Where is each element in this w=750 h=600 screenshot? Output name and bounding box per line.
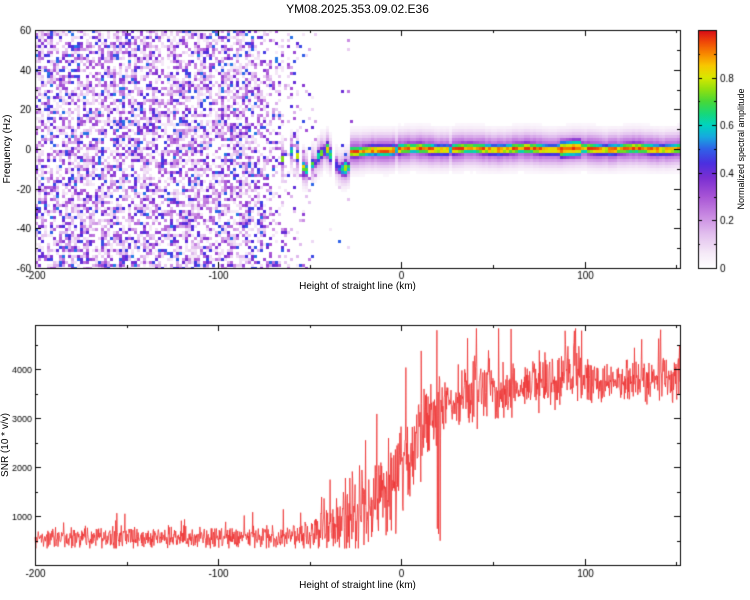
chart-title: YM08.2025.353.09.02.E36 [286, 2, 429, 16]
colorbar-label: Normalized spectral amplitude [736, 88, 746, 210]
snr-axis-label: SNR (10 * v/v) [0, 413, 11, 477]
top-xaxis-label: Height of straight line (km) [299, 281, 416, 292]
bottom-xaxis-label: Height of straight line (km) [299, 580, 416, 591]
frequency-axis-label: Frequency (Hz) [2, 114, 13, 184]
